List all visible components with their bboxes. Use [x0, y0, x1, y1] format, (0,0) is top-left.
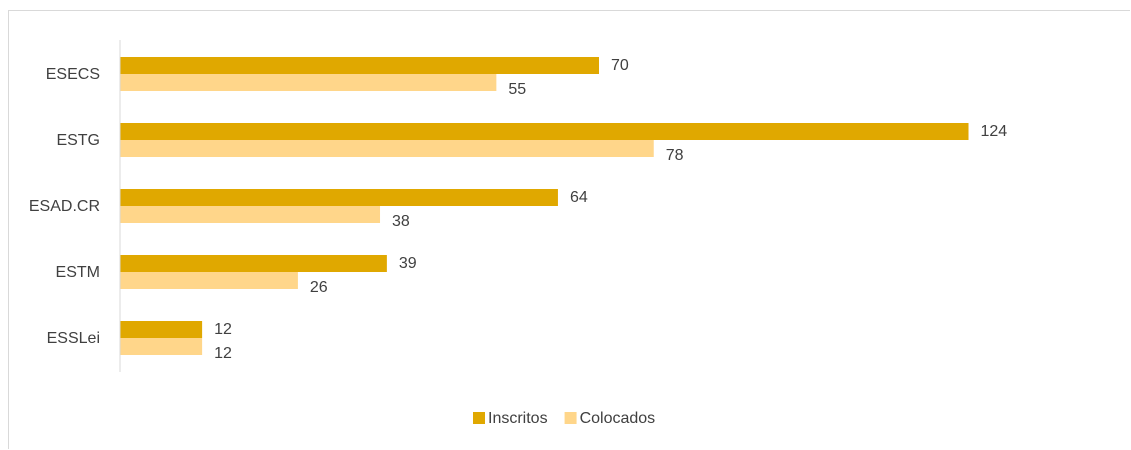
- chart-frame: [8, 10, 1130, 449]
- bar-colocados-estg: [120, 140, 654, 157]
- category-label-estg: ESTG: [56, 132, 100, 149]
- value-label-colocados-esslei: 12: [214, 345, 232, 362]
- category-label-esslei: ESSLei: [47, 330, 100, 347]
- bars-layer: [120, 57, 969, 355]
- bar-colocados-estm: [120, 272, 298, 289]
- bar-inscritos-esecs: [120, 57, 599, 74]
- category-label-esad-cr: ESAD.CR: [29, 198, 100, 215]
- value-label-colocados-estm: 26: [310, 279, 328, 296]
- bar-inscritos-esad-cr: [120, 189, 558, 206]
- bar-inscritos-esslei: [120, 321, 203, 338]
- value-label-inscritos-esecs: 70: [611, 57, 629, 74]
- category-labels-layer: ESECS ESTG ESAD.CR ESTM ESSLei: [29, 66, 100, 347]
- bar-colocados-esad-cr: [120, 206, 381, 223]
- legend: Inscritos Colocados: [473, 410, 655, 427]
- value-label-colocados-esad-cr: 38: [392, 213, 410, 230]
- value-labels-layer: 70 55 124 78 64 38 39 26 12 12: [214, 57, 1007, 362]
- legend-swatch-colocados: [564, 412, 577, 424]
- value-label-colocados-esecs: 55: [508, 81, 526, 98]
- category-label-esecs: ESECS: [46, 66, 100, 83]
- legend-label-inscritos: Inscritos: [488, 410, 548, 427]
- legend-swatch-inscritos: [473, 412, 485, 424]
- value-label-inscritos-esad-cr: 64: [570, 189, 588, 206]
- value-label-colocados-estg: 78: [666, 147, 684, 164]
- category-label-estm: ESTM: [56, 264, 100, 281]
- value-label-inscritos-esslei: 12: [214, 321, 232, 338]
- bar-colocados-esecs: [120, 74, 497, 91]
- bar-colocados-esslei: [120, 338, 203, 355]
- bar-inscritos-estm: [120, 255, 387, 272]
- value-label-inscritos-estg: 124: [981, 123, 1008, 140]
- value-label-inscritos-estm: 39: [399, 255, 417, 272]
- bar-inscritos-estg: [120, 123, 969, 140]
- legend-label-colocados: Colocados: [580, 410, 656, 427]
